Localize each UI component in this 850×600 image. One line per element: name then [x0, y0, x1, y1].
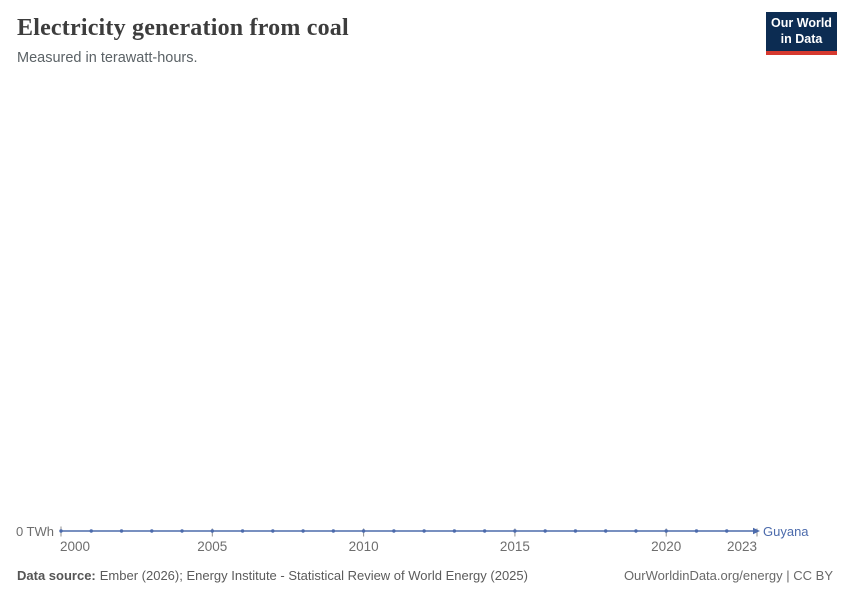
x-axis-tick-label: 2010 [348, 539, 379, 554]
data-source-note: Data source: Ember (2026); Energy Institu… [17, 568, 528, 583]
x-axis-tick-label: 2015 [499, 539, 530, 554]
x-axis-tick-label: 2023 [726, 539, 757, 554]
data-source-text: Ember (2026); Energy Institute - Statist… [99, 568, 528, 583]
chart-subtitle: Measured in terawatt-hours. [17, 50, 198, 66]
chart-title: Electricity generation from coal [17, 15, 349, 41]
chart-footer: Data source: Ember (2026); Energy Institu… [17, 568, 833, 583]
owid-logo: Our World in Data [766, 12, 837, 55]
license-note[interactable]: OurWorldinData.org/energy | CC BY [623, 568, 833, 583]
owid-logo-line1: Our World [771, 16, 832, 30]
series-label-guyana[interactable]: Guyana [763, 524, 809, 539]
x-axis-tick-label: 2020 [651, 539, 682, 554]
data-source-label: Data source: [17, 568, 96, 583]
owid-logo-line2: in Data [780, 31, 823, 46]
chart-header: Electricity generation from coal Measure… [17, 13, 349, 67]
x-axis-tick-label: 2000 [60, 539, 91, 554]
y-axis-zero-label: 0 TWh [15, 524, 54, 539]
x-axis-tick-label: 2005 [197, 539, 228, 554]
